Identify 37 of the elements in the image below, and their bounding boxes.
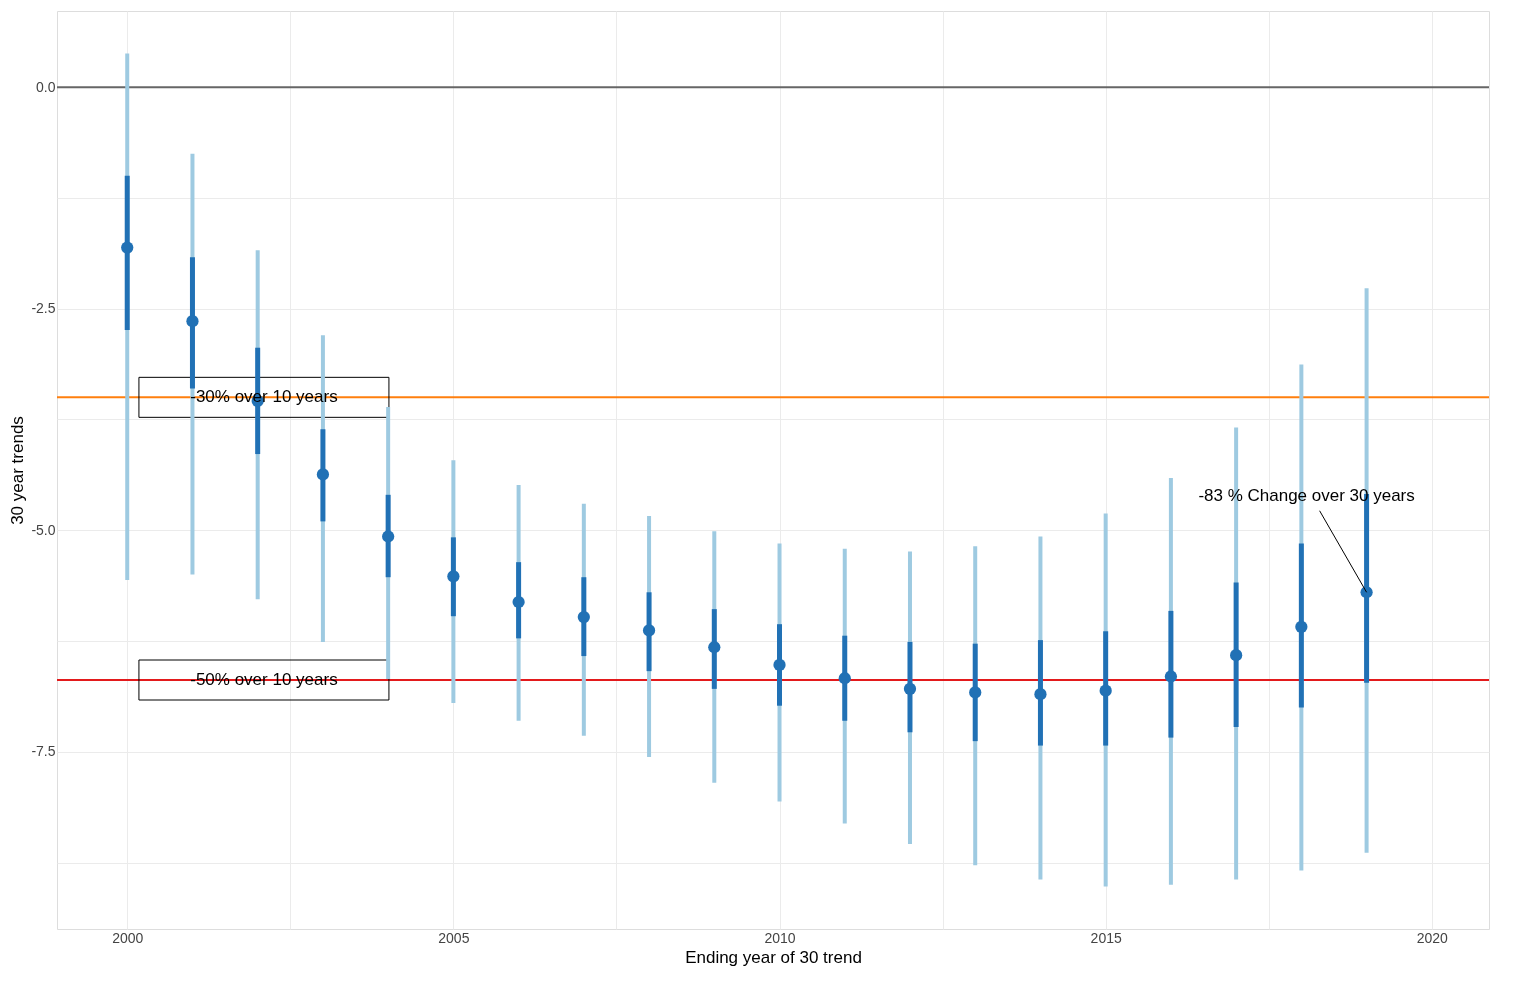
x-tick-label: 2015 — [1090, 929, 1122, 946]
point — [1034, 688, 1047, 701]
x-tick-label: 2005 — [438, 929, 470, 946]
y-tick-label: 0.0 — [36, 78, 56, 95]
point — [969, 686, 982, 699]
bar — [124, 175, 130, 330]
bar — [1233, 582, 1239, 727]
annotation: -83 % Change over 30 years — [1198, 486, 1415, 506]
point — [903, 682, 917, 695]
point — [708, 641, 721, 654]
y-axis-title: 30 year trends — [8, 416, 28, 525]
point — [121, 241, 134, 254]
point — [642, 624, 656, 637]
x-tick-label: 2020 — [1416, 929, 1449, 946]
y-tick-label: -7.5 — [31, 743, 56, 760]
point — [1099, 684, 1112, 697]
point — [382, 530, 395, 543]
point — [838, 672, 851, 685]
point — [577, 610, 590, 624]
x-axis-title: Ending year of 30 trend — [685, 947, 862, 967]
y-tick-label: -2.5 — [31, 300, 56, 317]
x-tick-label: 2000 — [112, 929, 144, 946]
point — [1164, 670, 1178, 683]
bar — [1168, 610, 1174, 738]
point — [773, 658, 786, 672]
point — [1230, 649, 1243, 662]
point — [447, 570, 460, 583]
point — [1360, 586, 1373, 599]
point — [316, 468, 330, 481]
x-tick-label: 2010 — [764, 929, 796, 946]
bar — [1103, 631, 1109, 746]
bar — [189, 257, 195, 389]
y-tick-label: -5.0 — [31, 521, 56, 538]
bar — [1298, 543, 1304, 708]
point — [186, 315, 199, 328]
point — [1295, 620, 1308, 633]
point — [512, 595, 525, 609]
